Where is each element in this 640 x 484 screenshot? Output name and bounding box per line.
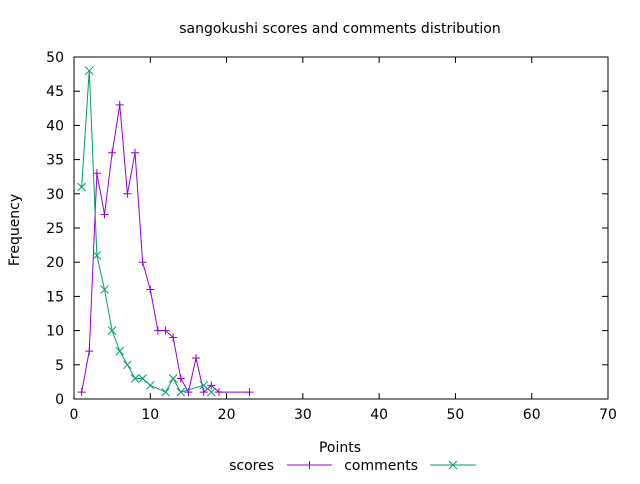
- data-point-scores: [176, 374, 185, 383]
- data-point-scores: [100, 210, 109, 219]
- data-point-comments: [145, 380, 155, 390]
- data-point-scores: [192, 353, 201, 362]
- data-point-scores: [161, 326, 170, 335]
- data-point-scores: [131, 148, 140, 157]
- data-point-scores: [115, 100, 124, 109]
- data-point-comments: [199, 380, 209, 390]
- data-point-comments: [206, 387, 216, 397]
- x-tick-label: 60: [523, 407, 541, 423]
- chart-title: sangokushi scores and comments distribut…: [179, 21, 500, 37]
- x-tick-label: 40: [370, 407, 388, 423]
- data-point-comments: [100, 285, 109, 294]
- data-point-comments: [77, 182, 86, 192]
- y-tick-label: 50: [46, 50, 64, 66]
- x-tick-label: 50: [447, 407, 465, 423]
- series-line-scores: [81, 104, 250, 394]
- data-point-scores: [214, 388, 223, 397]
- series-line-comments: [81, 70, 212, 393]
- x-tick-label: 20: [218, 407, 236, 423]
- data-point-scores: [77, 388, 86, 397]
- x-axis-label: Points: [319, 440, 361, 456]
- x-tick-label: 70: [599, 407, 617, 423]
- data-point-comments: [176, 387, 186, 397]
- data-point-scores: [245, 388, 254, 397]
- data-point-comments: [115, 346, 125, 356]
- data-point-comments: [138, 374, 148, 383]
- data-point-scores: [92, 169, 101, 178]
- y-tick-label: 15: [46, 289, 64, 305]
- data-point-comments: [123, 360, 132, 370]
- y-tick-label: 5: [55, 358, 64, 374]
- legend-marker-scores: [305, 461, 314, 469]
- plot-area-frame: [73, 56, 609, 400]
- series-comments: [77, 66, 216, 397]
- data-point-scores: [199, 388, 208, 397]
- data-point-scores: [123, 189, 132, 198]
- data-point-scores: [169, 333, 178, 342]
- data-point-comments: [84, 66, 94, 76]
- y-tick-label: 25: [46, 221, 64, 237]
- data-point-comments: [130, 374, 140, 383]
- data-point-scores: [138, 258, 147, 267]
- data-point-scores: [153, 326, 162, 335]
- data-point-comments: [168, 374, 178, 383]
- data-point-scores: [207, 381, 216, 390]
- data-point-comments: [161, 387, 170, 397]
- legend: scores comments: [229, 458, 476, 474]
- y-tick-label: 20: [46, 255, 64, 271]
- y-tick-label: 0: [55, 392, 64, 408]
- data-point-scores: [85, 347, 94, 356]
- x-tick-label: 30: [294, 407, 312, 423]
- y-tick-label: 35: [46, 153, 64, 169]
- axis-ticks: 0 10 20 30 40 50 60 70 0 5 10 15 20 25 30 35 40 45 50: [46, 50, 617, 423]
- x-tick-label: 10: [141, 407, 159, 423]
- y-tick-label: 30: [46, 187, 64, 203]
- y-tick-label: 40: [46, 118, 64, 134]
- data-point-comments: [92, 251, 102, 260]
- y-tick-label: 10: [46, 324, 64, 340]
- legend-label: comments: [344, 458, 418, 474]
- legend-label: scores: [229, 458, 274, 474]
- data-point-scores: [108, 148, 117, 157]
- legend-marker-comments: [448, 460, 458, 470]
- series-layer: [77, 66, 254, 397]
- series-scores: [77, 100, 254, 397]
- x-tick-label: 0: [70, 407, 79, 423]
- y-axis-label: Frequency: [7, 194, 23, 266]
- data-point-comments: [107, 326, 117, 335]
- data-point-scores: [146, 285, 155, 294]
- y-tick-label: 45: [46, 84, 64, 100]
